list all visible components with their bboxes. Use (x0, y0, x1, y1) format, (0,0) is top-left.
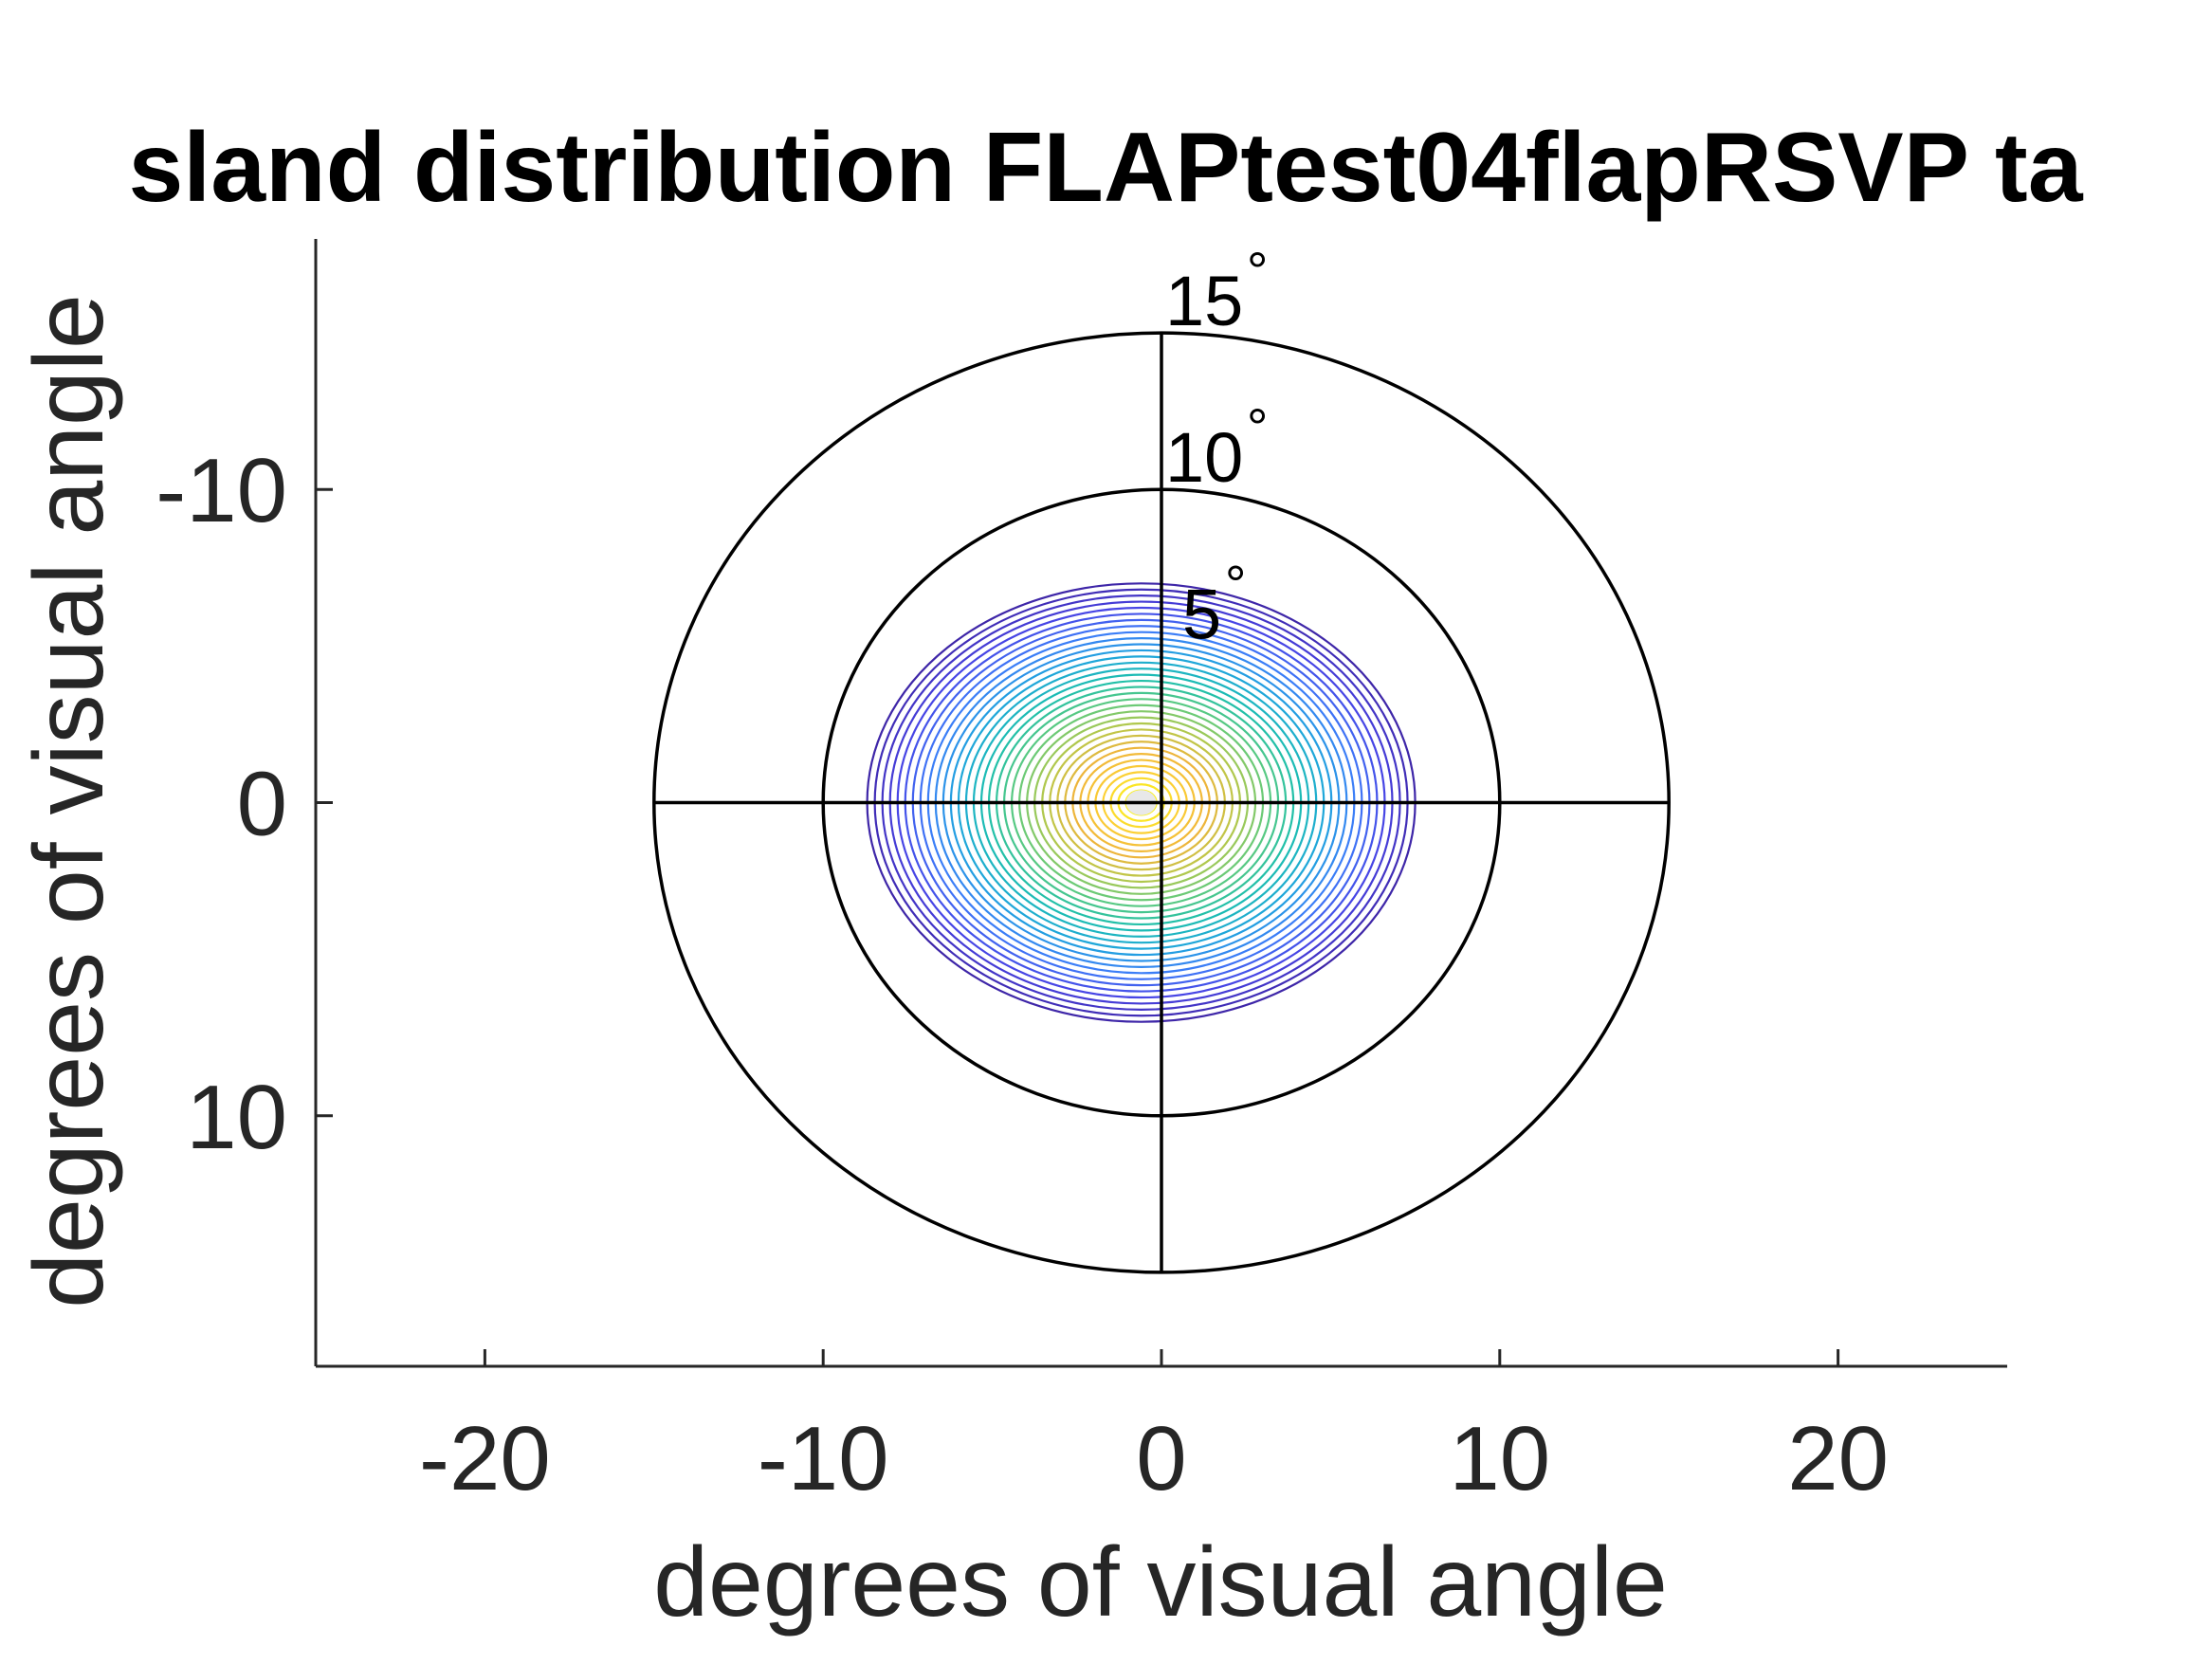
ring-labels: 5 °10 °15 ° (1165, 241, 1268, 653)
polar-overlay (652, 331, 1671, 1274)
ring-label-degree-5: ° (1225, 554, 1246, 613)
y-tick-label: 0 (237, 754, 287, 855)
x-tick-label: -20 (419, 1408, 551, 1509)
x-ticks: -20 -10 0 10 20 (419, 1349, 1889, 1509)
y-ticks: -10 0 10 (155, 440, 333, 1168)
ring-label-degree-15: ° (1247, 241, 1268, 301)
ring-label-15: 15 (1165, 262, 1243, 340)
y-tick-label: 10 (186, 1067, 287, 1168)
y-tick-label: -10 (155, 440, 287, 541)
ring-label-degree-10: ° (1247, 397, 1268, 457)
x-tick-label: 20 (1787, 1408, 1889, 1509)
ring-label-5: 5 (1182, 575, 1221, 653)
ring-label-10: 10 (1165, 418, 1243, 497)
x-tick-label: 10 (1449, 1408, 1550, 1509)
chart-title: sland distribution FLAPtest04flapRSVP ta (128, 113, 2083, 223)
x-axis-label: degrees of visual angle (653, 1527, 1668, 1637)
x-tick-label: 0 (1136, 1408, 1186, 1509)
x-tick-label: -10 (758, 1408, 889, 1509)
y-axis-label: degrees of visual angle (14, 294, 124, 1308)
